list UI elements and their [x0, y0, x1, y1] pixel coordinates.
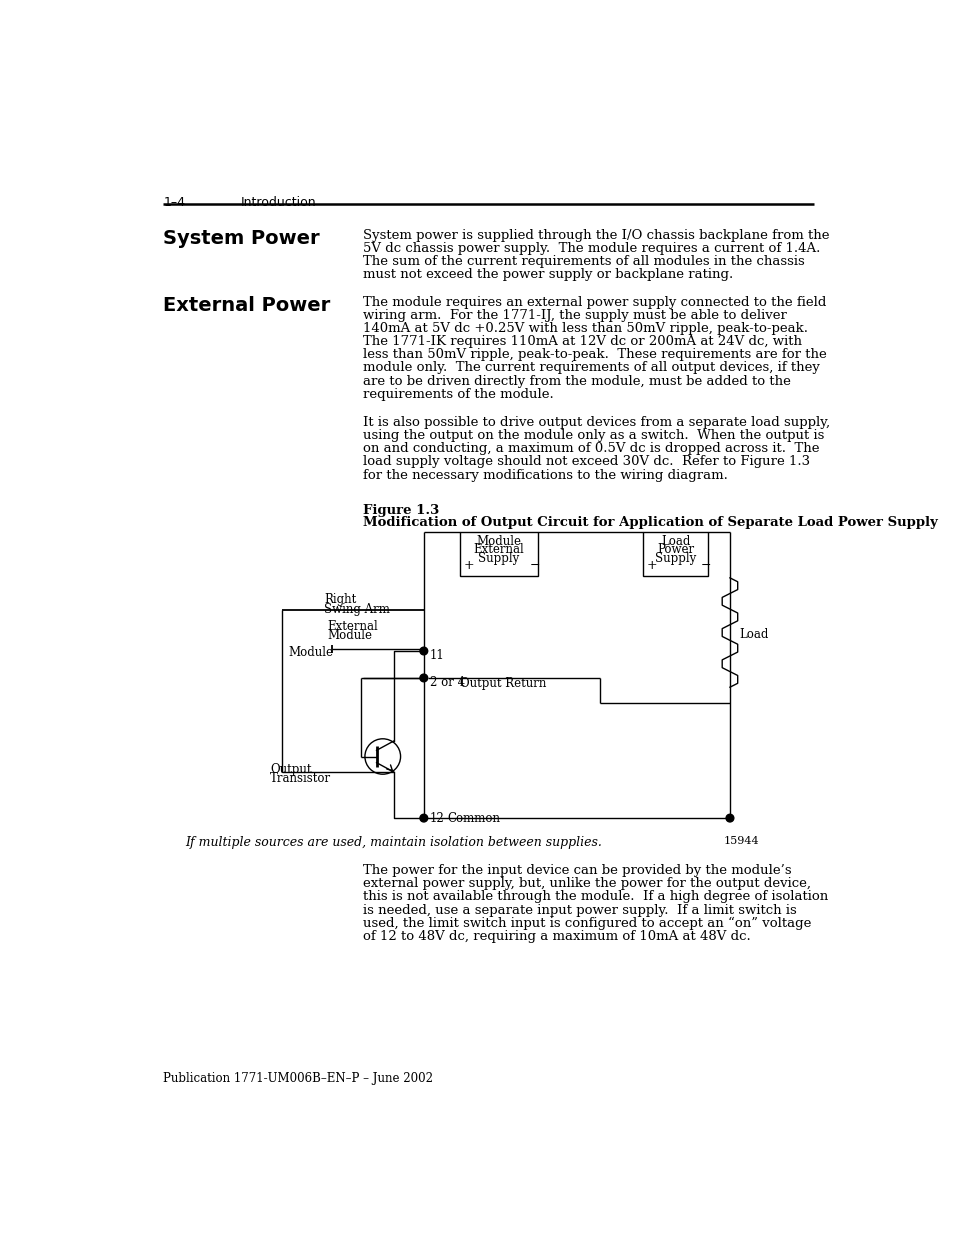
- Text: this is not available through the module.  If a high degree of isolation: this is not available through the module…: [362, 890, 827, 904]
- Text: 5V dc chassis power supply.  The module requires a current of 1.4A.: 5V dc chassis power supply. The module r…: [362, 242, 820, 256]
- Text: External Power: External Power: [163, 296, 331, 315]
- Text: 140mA at 5V dc +0.25V with less than 50mV ripple, peak-to-peak.: 140mA at 5V dc +0.25V with less than 50m…: [362, 322, 807, 335]
- Text: on and conducting, a maximum of 0.5V dc is dropped across it.  The: on and conducting, a maximum of 0.5V dc …: [362, 442, 819, 456]
- Text: of 12 to 48V dc, requiring a maximum of 10mA at 48V dc.: of 12 to 48V dc, requiring a maximum of …: [362, 930, 750, 942]
- Circle shape: [725, 814, 733, 823]
- Circle shape: [419, 674, 427, 682]
- Text: load supply voltage should not exceed 30V dc.  Refer to Figure 1.3: load supply voltage should not exceed 30…: [362, 456, 809, 468]
- Text: Power: Power: [657, 543, 694, 556]
- Text: Module: Module: [327, 630, 372, 642]
- Text: Publication 1771-UM006B–EN–P – June 2002: Publication 1771-UM006B–EN–P – June 2002: [163, 1072, 433, 1086]
- Text: are to be driven directly from the module, must be added to the: are to be driven directly from the modul…: [362, 374, 790, 388]
- Text: for the necessary modifications to the wiring diagram.: for the necessary modifications to the w…: [362, 468, 727, 482]
- Text: Output Return: Output Return: [459, 677, 546, 690]
- Text: module only.  The current requirements of all output devices, if they: module only. The current requirements of…: [362, 362, 819, 374]
- Text: Module: Module: [476, 535, 521, 548]
- Text: 2 or 4: 2 or 4: [430, 677, 465, 689]
- Text: is needed, use a separate input power supply.  If a limit switch is: is needed, use a separate input power su…: [362, 904, 796, 916]
- Text: 12: 12: [430, 811, 444, 825]
- Text: must not exceed the power supply or backplane rating.: must not exceed the power supply or back…: [362, 268, 732, 282]
- Text: Supply: Supply: [477, 552, 519, 564]
- Text: 1–4: 1–4: [163, 196, 185, 209]
- Text: requirements of the module.: requirements of the module.: [362, 388, 553, 400]
- Text: −: −: [700, 559, 710, 572]
- Text: less than 50mV ripple, peak-to-peak.  These requirements are for the: less than 50mV ripple, peak-to-peak. The…: [362, 348, 825, 362]
- Text: Output: Output: [270, 763, 312, 776]
- Text: Right: Right: [323, 593, 355, 606]
- Text: External: External: [327, 620, 377, 634]
- Text: Modification of Output Circuit for Application of Separate Load Power Supply: Modification of Output Circuit for Appli…: [362, 516, 937, 530]
- Text: external power supply, but, unlike the power for the output device,: external power supply, but, unlike the p…: [362, 877, 810, 890]
- Text: External: External: [473, 543, 524, 556]
- Text: Swing Arm: Swing Arm: [323, 603, 390, 615]
- Text: Load: Load: [739, 627, 768, 641]
- Text: +: +: [463, 559, 474, 572]
- Text: It is also possible to drive output devices from a separate load supply,: It is also possible to drive output devi…: [362, 416, 829, 429]
- Text: The module requires an external power supply connected to the field: The module requires an external power su…: [362, 296, 825, 309]
- Text: using the output on the module only as a switch.  When the output is: using the output on the module only as a…: [362, 430, 823, 442]
- Text: +: +: [645, 559, 657, 572]
- Text: Introduction: Introduction: [241, 196, 316, 209]
- Text: If multiple sources are used, maintain isolation between supplies.: If multiple sources are used, maintain i…: [185, 836, 601, 848]
- Text: System Power: System Power: [163, 228, 319, 248]
- Text: Figure 1.3: Figure 1.3: [362, 504, 438, 517]
- Text: The power for the input device can be provided by the module’s: The power for the input device can be pr…: [362, 864, 790, 877]
- Text: Supply: Supply: [655, 552, 696, 564]
- Circle shape: [419, 647, 427, 655]
- Text: Common: Common: [447, 811, 499, 825]
- Circle shape: [419, 814, 427, 823]
- Text: wiring arm.  For the 1771-IJ, the supply must be able to deliver: wiring arm. For the 1771-IJ, the supply …: [362, 309, 785, 322]
- Text: The sum of the current requirements of all modules in the chassis: The sum of the current requirements of a…: [362, 256, 803, 268]
- Text: 15944: 15944: [723, 836, 759, 846]
- Text: 11: 11: [430, 650, 444, 662]
- Bar: [642, 531, 707, 577]
- Text: Load: Load: [660, 535, 690, 548]
- Text: used, the limit switch input is configured to accept an “on” voltage: used, the limit switch input is configur…: [362, 916, 810, 930]
- Text: Transistor: Transistor: [270, 772, 331, 785]
- Text: Module: Module: [288, 646, 333, 659]
- Text: System power is supplied through the I/O chassis backplane from the: System power is supplied through the I/O…: [362, 228, 828, 242]
- Bar: [459, 531, 537, 577]
- Text: −: −: [530, 559, 540, 572]
- Text: The 1771-IK requires 110mA at 12V dc or 200mA at 24V dc, with: The 1771-IK requires 110mA at 12V dc or …: [362, 336, 801, 348]
